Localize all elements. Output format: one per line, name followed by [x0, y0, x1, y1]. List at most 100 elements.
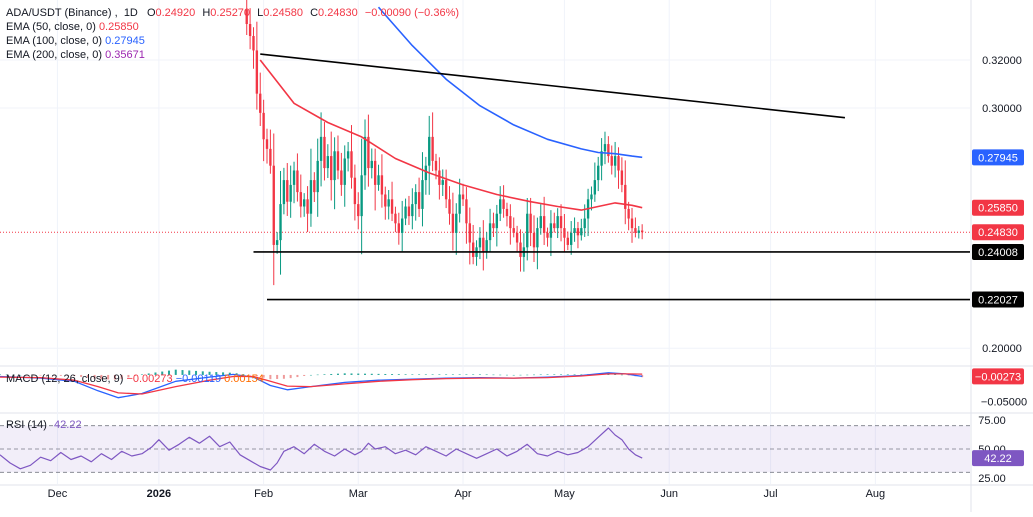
candle-body: [515, 232, 519, 243]
ema50-row[interactable]: EMA (50, close, 0) 0.25850: [6, 20, 459, 34]
macd-histogram-bar: [235, 373, 238, 375]
candle-body: [282, 180, 286, 205]
rsi-layer: [0, 427, 643, 471]
ema200-row[interactable]: EMA (200, close, 0) 0.35671: [6, 48, 459, 62]
candle-body: [455, 213, 458, 233]
macd-histogram-bar: [404, 374, 407, 375]
macd-histogram-bar: [269, 374, 272, 380]
candle-body: [262, 112, 265, 140]
rsi-legend[interactable]: RSI (14) 42.22: [6, 419, 82, 431]
candle-body: [590, 194, 593, 200]
macd-histogram-bar: [134, 374, 137, 376]
time-tick-label: Jun: [660, 488, 678, 500]
macd-histogram-bar: [478, 374, 481, 375]
macd-histogram-bar: [100, 374, 103, 380]
macd-histogram-bar: [330, 373, 333, 375]
candle-body: [333, 151, 336, 181]
candle-body: [346, 151, 350, 159]
candle-body: [296, 170, 299, 193]
macd-histogram-bar: [505, 374, 508, 376]
candle-body: [499, 199, 502, 214]
price-badge-bg: [972, 149, 1024, 166]
time-tick-label: Jul: [764, 488, 778, 500]
candle-body: [553, 223, 556, 229]
macd-histogram-bar: [620, 374, 623, 376]
candle-body: [576, 228, 580, 236]
candle-body: [279, 204, 282, 241]
candle-body: [363, 136, 367, 176]
macd-histogram-bar: [12, 374, 15, 376]
macd-histogram-bar: [140, 374, 143, 375]
macd-histogram-bar: [249, 374, 252, 376]
macd-histogram-bar: [215, 372, 218, 375]
price-badge: 0.24008: [978, 247, 1018, 259]
rsi-band-layer: [0, 425, 970, 473]
macd-histogram-bar: [167, 370, 170, 375]
high-label: H: [202, 7, 211, 19]
macd-legend[interactable]: MACD (12, 26, close, 9) −0.00273 −0.0011…: [6, 373, 264, 385]
candle-body: [593, 180, 597, 195]
close-label: C: [310, 7, 319, 19]
candle-body: [610, 156, 613, 166]
ema50-name: EMA (50, close, 0): [6, 21, 96, 33]
candle-body: [546, 232, 549, 238]
candle-body: [461, 194, 465, 200]
candle-body: [438, 170, 441, 185]
macd-histogram-bar: [492, 374, 495, 376]
candle-body: [556, 216, 559, 229]
candle-body: [302, 199, 306, 207]
price-badge: 0.25850: [978, 203, 1018, 215]
candle-body: [309, 180, 313, 214]
ema100-value: 0.27945: [105, 35, 145, 47]
macd-histogram-bar: [32, 374, 35, 376]
candle-body: [630, 218, 634, 229]
candle-body: [299, 192, 302, 207]
candle-body: [502, 199, 505, 209]
candle-body: [259, 93, 262, 113]
change-value: −0.00090 (−0.36%): [364, 7, 460, 19]
candle-body: [613, 156, 617, 166]
macd-histogram-bar: [5, 374, 8, 376]
candle-body: [370, 160, 373, 169]
macd-histogram-bar: [262, 374, 265, 378]
macd-histogram-bar: [512, 374, 515, 376]
price-badge-bg: [972, 243, 1024, 260]
rsi-name: RSI (14): [6, 419, 47, 431]
time-tick-label: Dec: [48, 488, 68, 500]
price-tick-label: 0.20000: [982, 343, 1022, 355]
macd-histogram-bar: [161, 371, 164, 375]
symbol-name[interactable]: ADA/USDT (Binance): [6, 7, 112, 19]
macd-histogram-bar: [566, 374, 569, 375]
ema100-row[interactable]: EMA (100, close, 0) 0.27945: [6, 34, 459, 48]
macd-histogram-bar: [46, 374, 49, 376]
macd-histogram-bar: [255, 374, 258, 377]
ema50-value: 0.25850: [98, 21, 139, 33]
ema100-name: EMA (100, close, 0): [6, 35, 102, 47]
price-badge: 0.24830: [978, 227, 1018, 239]
candle-body: [319, 136, 323, 161]
candle-body: [336, 151, 340, 171]
interval[interactable]: 1D: [123, 7, 138, 19]
candle-body: [394, 213, 397, 224]
candle-body: [397, 223, 400, 233]
candle-body: [529, 213, 532, 233]
candle-body: [603, 144, 607, 152]
open-label: O: [146, 7, 156, 19]
macd-histogram-bar: [201, 371, 204, 375]
macd-histogram-bar: [499, 374, 502, 376]
macd-histogram-bar: [438, 374, 441, 375]
macd-histogram-bar: [26, 374, 29, 376]
candle-body: [269, 148, 272, 166]
candle-body: [350, 151, 353, 178]
candle-body: [573, 228, 576, 233]
macd-histogram-bar: [80, 374, 83, 377]
rsi-value: 42.22: [54, 419, 82, 431]
price-badge: 0.27945: [978, 152, 1018, 164]
macd-histogram-bar: [533, 374, 536, 376]
macd-histogram-bar: [472, 374, 475, 375]
time-tick-label: Apr: [454, 488, 471, 500]
price-badge: 0.22027: [978, 295, 1018, 307]
candle-body: [478, 237, 482, 248]
candle-body: [421, 180, 424, 209]
ema-layer: [259, 6, 643, 211]
